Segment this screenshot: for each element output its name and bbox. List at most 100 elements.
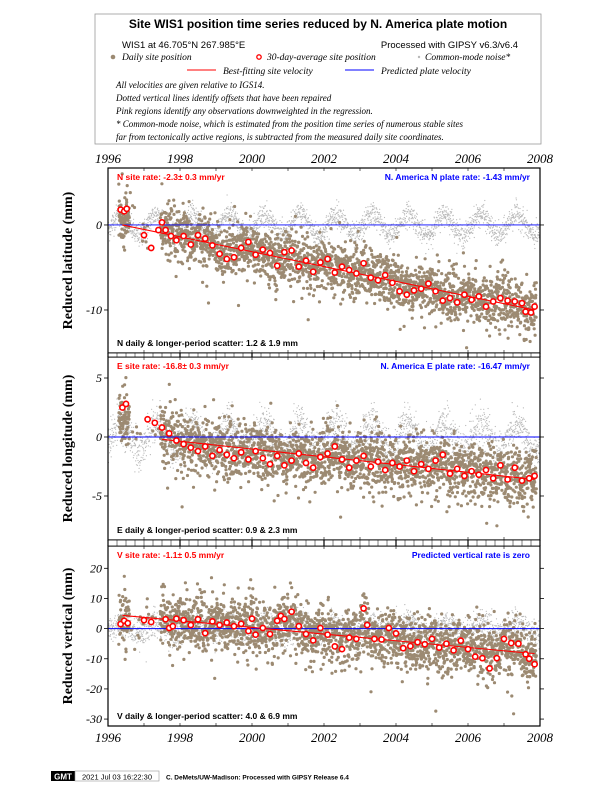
daily-point (125, 198, 129, 202)
cmn-point (349, 236, 352, 238)
cmn-point (113, 216, 115, 218)
cmn-point (456, 252, 458, 254)
daily-point (160, 246, 164, 250)
cmn-point (317, 225, 319, 227)
daily-point (490, 308, 494, 312)
daily-point (297, 240, 301, 244)
cmn-point (193, 211, 195, 213)
daily-point (338, 270, 342, 274)
daily-point (393, 286, 397, 290)
daily-point (450, 311, 454, 316)
cmn-point (531, 236, 533, 238)
cmn-point (417, 220, 419, 222)
cmn-point (153, 214, 156, 216)
cmn-point (349, 231, 351, 233)
cmn-point (422, 236, 424, 239)
daily-point (189, 255, 193, 259)
cmn-point (152, 216, 155, 218)
cmn-point (399, 221, 401, 223)
daily-point (243, 237, 247, 241)
daily-point (411, 302, 415, 306)
cmn-point (333, 221, 335, 223)
daily-point (489, 283, 493, 287)
cmn-point (312, 231, 314, 233)
cmn-point (331, 216, 333, 219)
cmn-point (303, 226, 305, 228)
daily-point (285, 240, 289, 244)
cmn-point (469, 232, 471, 234)
daily-point (357, 291, 361, 295)
cmn-point (151, 214, 153, 216)
cmn-point (263, 226, 265, 228)
cmn-point (408, 213, 410, 215)
cmn-point (327, 222, 330, 224)
cmn-point (204, 227, 206, 229)
cmn-point (479, 215, 481, 217)
cmn-point (526, 235, 529, 237)
daily-point (452, 262, 456, 266)
cmn-point (503, 232, 505, 234)
daily-point (244, 226, 249, 230)
cmn-point (275, 228, 277, 230)
daily-point (404, 285, 408, 289)
daily-point (120, 172, 124, 176)
cmn-point (336, 199, 338, 201)
daily-point (263, 237, 267, 241)
daily-point (515, 325, 519, 329)
daily-point (301, 273, 305, 277)
daily-point (203, 216, 207, 220)
cmn-point (300, 215, 302, 217)
cmn-point (381, 218, 383, 220)
cmn-point (300, 221, 302, 223)
daily-point (284, 230, 288, 234)
cmn-point (445, 206, 447, 208)
cmn-point (461, 245, 463, 247)
cmn-point (393, 228, 395, 230)
cmn-point (514, 206, 517, 208)
daily-point (454, 273, 458, 277)
cmn-point (420, 232, 423, 234)
daily-point (206, 220, 210, 224)
cmn-point (519, 211, 521, 214)
cmn-point (324, 236, 326, 238)
cmn-point (435, 220, 437, 222)
cmn-point (399, 225, 401, 227)
cmn-point (482, 212, 484, 214)
daily-point (293, 277, 297, 281)
cmn-point (157, 214, 159, 216)
daily-point (184, 242, 188, 246)
cmn-point (194, 220, 196, 222)
cmn-point (403, 217, 405, 219)
cmn-point (232, 218, 234, 221)
cmn-point (478, 220, 480, 222)
cmn-point (417, 234, 419, 236)
cmn-point (367, 218, 369, 220)
daily-point (384, 266, 388, 270)
cmn-point (439, 217, 441, 219)
cmn-point (191, 203, 193, 205)
daily-point (351, 291, 355, 295)
cmn-point (488, 232, 491, 234)
cmn-point (115, 218, 117, 221)
cmn-point (137, 239, 140, 241)
daily-point (119, 203, 123, 207)
cmn-point (247, 226, 250, 228)
cmn-point (464, 234, 466, 236)
cmn-point (267, 213, 269, 215)
cmn-point (372, 217, 375, 219)
cmn-point (290, 211, 292, 213)
cmn-point (495, 244, 497, 246)
daily-point (189, 222, 193, 226)
daily-point (396, 276, 400, 280)
cmn-point (522, 219, 525, 221)
cmn-point (495, 238, 498, 240)
cmn-point (373, 208, 375, 210)
cmn-point (446, 219, 448, 221)
cmn-point (449, 234, 451, 236)
daily-point (466, 319, 470, 323)
cmn-point (495, 233, 497, 235)
daily-point (414, 255, 418, 259)
cmn-point (347, 235, 349, 237)
cmn-point (524, 225, 526, 227)
